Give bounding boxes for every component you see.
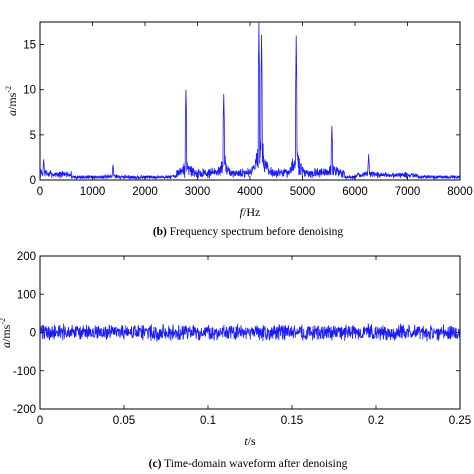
spectrum-ytick-label: 5 <box>30 130 36 142</box>
waveform-xtick-label: 0 <box>37 415 43 427</box>
waveform-caption: (c) Time-domain waveform after denoising <box>149 458 348 470</box>
waveform-xtick-label: 0.2 <box>368 415 384 427</box>
spectrum-xtick-label: 6000 <box>342 186 368 198</box>
waveform-ytick-label: 200 <box>17 251 36 263</box>
waveform-ylabel: a/ms-2 <box>0 318 13 348</box>
spectrum-panel: 0 1000 2000 3000 4000 5000 6000 7000 8000051015 … <box>4 21 473 238</box>
spectrum-line <box>39 21 461 181</box>
waveform-xtick-label: 0.15 <box>281 415 303 427</box>
spectrum-xlabel: f/Hz <box>240 205 261 219</box>
waveform-xlabel: t/s <box>244 434 256 448</box>
waveform-ytick-label: -200 <box>13 404 36 416</box>
spectrum-xtick-label: 5000 <box>290 186 316 198</box>
spectrum-ytick-label: 0 <box>30 175 36 187</box>
spectrum-ytick-label: 10 <box>23 85 36 97</box>
spectrum-xtick-label: 1000 <box>80 186 106 198</box>
spectrum-caption: (b) Frequency spectrum before denoising <box>153 226 344 238</box>
waveform-xtick-label: 0.05 <box>113 415 135 427</box>
waveform-ytick-label: 100 <box>17 289 36 301</box>
spectrum-xtick-label: 4000 <box>237 186 263 198</box>
spectrum-ylabel: a/ms-2 <box>4 86 19 116</box>
waveform-panel: 0 0.05 0.1 0.15 0.2 0.25 -200 -100 0 100 200 t/s a… <box>0 251 471 470</box>
spectrum-xtick-label: 7000 <box>395 186 421 198</box>
spectrum-xtick-label: 2000 <box>132 186 158 198</box>
spectrum-ytick-label: 15 <box>23 40 36 52</box>
waveform-line <box>39 323 461 342</box>
waveform-ytick-label: -100 <box>13 366 36 378</box>
spectrum-plot-area <box>39 21 461 181</box>
waveform-xtick-label: 0.25 <box>449 415 471 427</box>
waveform-ytick-label: 0 <box>30 328 36 340</box>
spectrum-xtick-label: 8000 <box>447 186 473 198</box>
spectrum-xtick-label: 3000 <box>185 186 211 198</box>
waveform-xtick-label: 0.1 <box>200 415 216 427</box>
spectrum-xtick-label: 0 <box>37 186 43 198</box>
